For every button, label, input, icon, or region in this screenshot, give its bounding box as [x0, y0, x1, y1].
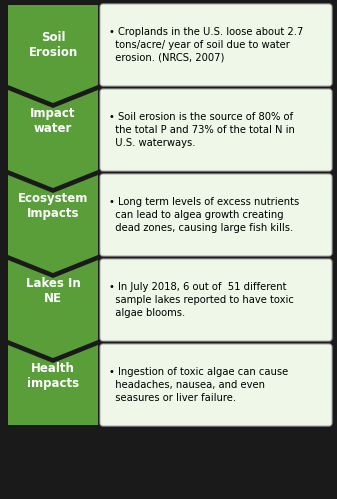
Polygon shape — [8, 345, 98, 425]
Text: Soil
Erosion: Soil Erosion — [28, 31, 78, 59]
Text: Lakes In
NE: Lakes In NE — [26, 277, 81, 305]
Polygon shape — [8, 175, 98, 273]
FancyBboxPatch shape — [100, 89, 332, 171]
Text: Health
impacts: Health impacts — [27, 362, 79, 390]
Text: • Long term levels of excess nutrients
  can lead to algea growth creating
  dea: • Long term levels of excess nutrients c… — [109, 197, 299, 233]
Text: Impact
water: Impact water — [30, 107, 76, 135]
Text: • In July 2018, 6 out of  51 different
  sample lakes reported to have toxic
  a: • In July 2018, 6 out of 51 different sa… — [109, 282, 294, 318]
FancyBboxPatch shape — [100, 344, 332, 426]
Text: Ecosystem
Impacts: Ecosystem Impacts — [18, 192, 88, 220]
Text: • Soil erosion is the source of 80% of
  the total P and 73% of the total N in
 : • Soil erosion is the source of 80% of t… — [109, 112, 295, 148]
Polygon shape — [8, 260, 98, 358]
Text: • Croplands in the U.S. loose about 2.7
  tons/acre/ year of soil due to water
 : • Croplands in the U.S. loose about 2.7 … — [109, 27, 303, 63]
FancyBboxPatch shape — [100, 174, 332, 256]
FancyBboxPatch shape — [100, 4, 332, 86]
Polygon shape — [8, 5, 98, 103]
Polygon shape — [8, 90, 98, 188]
FancyBboxPatch shape — [100, 259, 332, 341]
Text: • Ingestion of toxic algae can cause
  headaches, nausea, and even
  seasures or: • Ingestion of toxic algae can cause hea… — [109, 367, 288, 403]
